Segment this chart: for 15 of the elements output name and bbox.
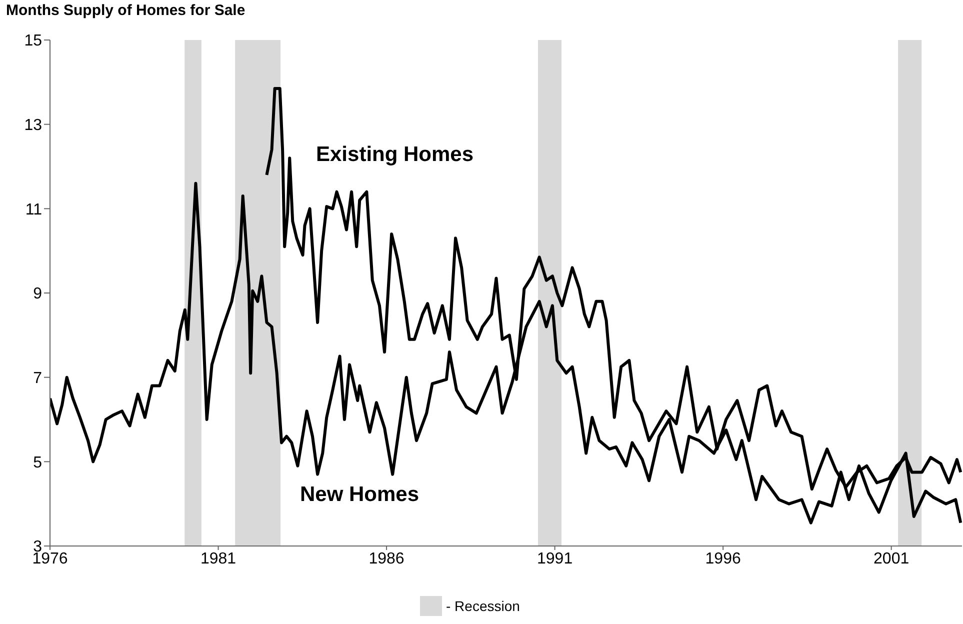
y-tick-label: 13 bbox=[24, 117, 42, 134]
x-tick-label: 1996 bbox=[705, 550, 741, 568]
y-tick-label: 7 bbox=[33, 370, 42, 388]
x-tick-label: 1986 bbox=[368, 550, 404, 568]
x-tick-label: 2001 bbox=[874, 550, 910, 568]
legend-label: - Recession bbox=[446, 598, 520, 614]
series-label: Existing Homes bbox=[316, 143, 474, 167]
y-tick-label: 11 bbox=[25, 201, 42, 218]
series-label: New Homes bbox=[300, 483, 420, 507]
y-tick-label: 15 bbox=[24, 32, 42, 50]
y-tick-label: 5 bbox=[33, 454, 42, 472]
chart-title: Months Supply of Homes for Sale bbox=[6, 2, 246, 19]
x-tick-label: 1991 bbox=[537, 550, 573, 568]
x-tick-label: 1981 bbox=[200, 550, 236, 568]
y-tick-label: 9 bbox=[33, 286, 42, 303]
